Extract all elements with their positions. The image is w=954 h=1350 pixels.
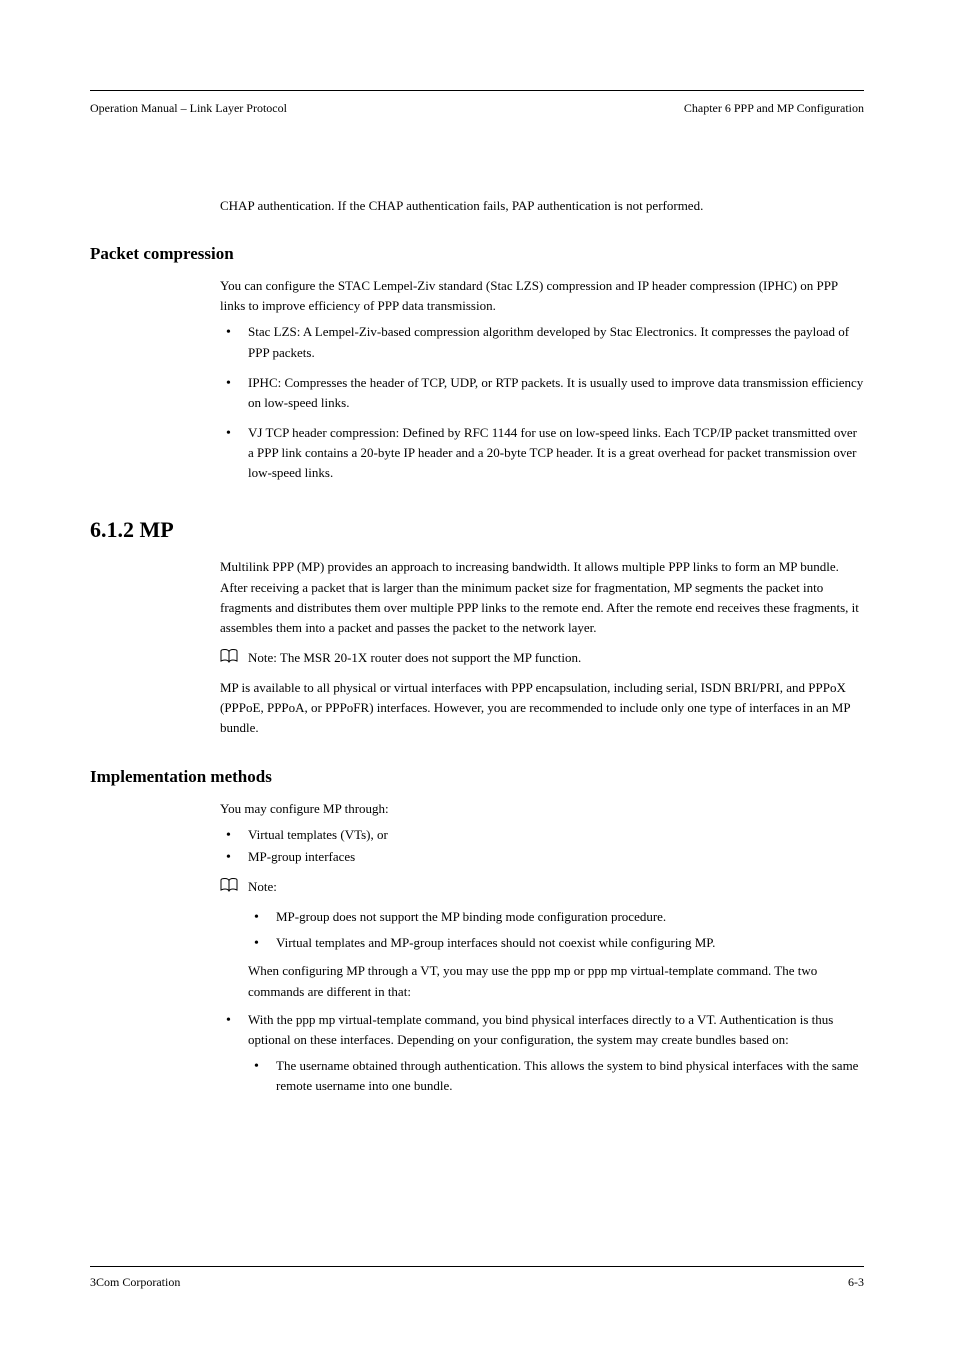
page-header: Operation Manual – Link Layer Protocol C… <box>90 101 864 116</box>
list-item: The username obtained through authentica… <box>248 1056 864 1096</box>
vt-items-list: With the ppp mp virtual-template command… <box>220 1010 864 1097</box>
mp-paragraph-1: Multilink PPP (MP) provides an approach … <box>220 557 864 638</box>
mp-paragraph-2: MP is available to all physical or virtu… <box>220 678 864 738</box>
footer-left-text: 3Com Corporation <box>90 1275 180 1289</box>
note-text: Note: <box>248 877 277 897</box>
section-packet-compression: You can configure the STAC Lempel-Ziv st… <box>220 276 864 483</box>
header-left-text: Operation Manual – Link Layer Protocol <box>90 101 287 115</box>
book-icon <box>220 649 238 668</box>
vt-item-lead: With the ppp mp virtual-template command… <box>248 1012 833 1047</box>
list-item: Virtual templates (VTs), or <box>220 825 864 845</box>
list-item: VJ TCP header compression: Defined by RF… <box>220 423 864 483</box>
list-item: Virtual templates and MP-group interface… <box>248 933 864 953</box>
heading-packet-compression: Packet compression <box>90 244 864 264</box>
list-item: MP-group does not support the MP binding… <box>248 907 864 927</box>
packet-compression-paragraph: You can configure the STAC Lempel-Ziv st… <box>220 276 864 316</box>
note-block: Note: The MSR 20-1X router does not supp… <box>220 648 864 668</box>
compression-bullet-list: Stac LZS: A Lempel-Ziv-based compression… <box>220 322 864 483</box>
header-right-text: Chapter 6 PPP and MP Configuration <box>684 101 864 116</box>
body-content: CHAP authentication. If the CHAP authent… <box>220 196 864 216</box>
impl-methods-list: Virtual templates (VTs), or MP-group int… <box>220 825 864 867</box>
impl-note-sublist: MP-group does not support the MP binding… <box>248 907 864 953</box>
intro-paragraph: CHAP authentication. If the CHAP authent… <box>220 196 864 216</box>
footer-rule <box>90 1266 864 1267</box>
vt-paragraph: When configuring MP through a VT, you ma… <box>248 961 864 1001</box>
list-item: Stac LZS: A Lempel-Ziv-based compression… <box>220 322 864 362</box>
list-item: MP-group interfaces <box>220 847 864 867</box>
book-icon <box>220 878 238 897</box>
impl-lead-paragraph: You may configure MP through: <box>220 799 864 819</box>
section-implementation: You may configure MP through: Virtual te… <box>220 799 864 1097</box>
footer-page-number: 6-3 <box>848 1275 864 1290</box>
section-mp: Multilink PPP (MP) provides an approach … <box>220 557 864 738</box>
page-container: Operation Manual – Link Layer Protocol C… <box>0 0 954 1350</box>
footer-line: 3Com Corporation 6-3 <box>90 1275 864 1290</box>
page-footer: 3Com Corporation 6-3 <box>90 1266 864 1290</box>
heading-mp: 6.1.2 MP <box>90 517 864 543</box>
header-rule <box>90 90 864 91</box>
list-item: IPHC: Compresses the header of TCP, UDP,… <box>220 373 864 413</box>
vt-item-sublist: The username obtained through authentica… <box>248 1056 864 1096</box>
note-text: Note: The MSR 20-1X router does not supp… <box>248 648 581 668</box>
list-item: With the ppp mp virtual-template command… <box>220 1010 864 1097</box>
note-block: Note: <box>220 877 864 897</box>
heading-implementation-methods: Implementation methods <box>90 767 864 787</box>
